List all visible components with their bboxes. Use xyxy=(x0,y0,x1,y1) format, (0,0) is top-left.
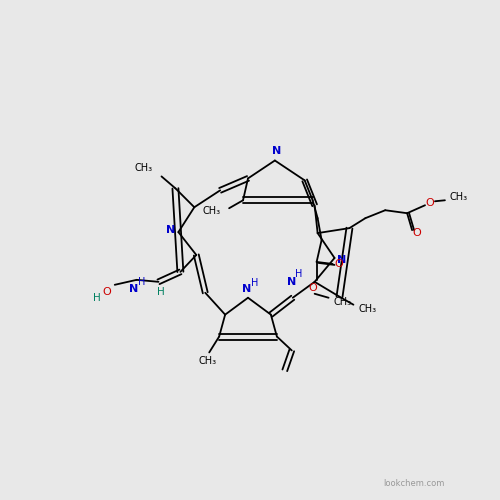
Text: N: N xyxy=(272,146,281,156)
Text: CH₃: CH₃ xyxy=(134,164,152,173)
Text: CH₃: CH₃ xyxy=(334,296,351,306)
Text: O: O xyxy=(102,287,111,297)
Text: O: O xyxy=(308,283,317,293)
Text: N: N xyxy=(337,255,346,265)
Text: H: H xyxy=(295,269,302,279)
Text: H: H xyxy=(138,277,145,287)
Text: O: O xyxy=(426,198,434,208)
Text: O: O xyxy=(412,228,422,238)
Text: H: H xyxy=(252,278,258,288)
Text: lookchem.com: lookchem.com xyxy=(384,479,445,488)
Text: CH₃: CH₃ xyxy=(198,356,216,366)
Text: N: N xyxy=(166,225,175,235)
Text: N: N xyxy=(129,284,138,294)
Text: CH₃: CH₃ xyxy=(202,206,220,216)
Text: H: H xyxy=(93,292,100,302)
Text: H: H xyxy=(156,287,164,297)
Text: O: O xyxy=(334,259,343,269)
Text: CH₃: CH₃ xyxy=(450,192,468,202)
Text: CH₃: CH₃ xyxy=(358,304,376,314)
Text: N: N xyxy=(242,284,252,294)
Text: N: N xyxy=(287,277,296,287)
